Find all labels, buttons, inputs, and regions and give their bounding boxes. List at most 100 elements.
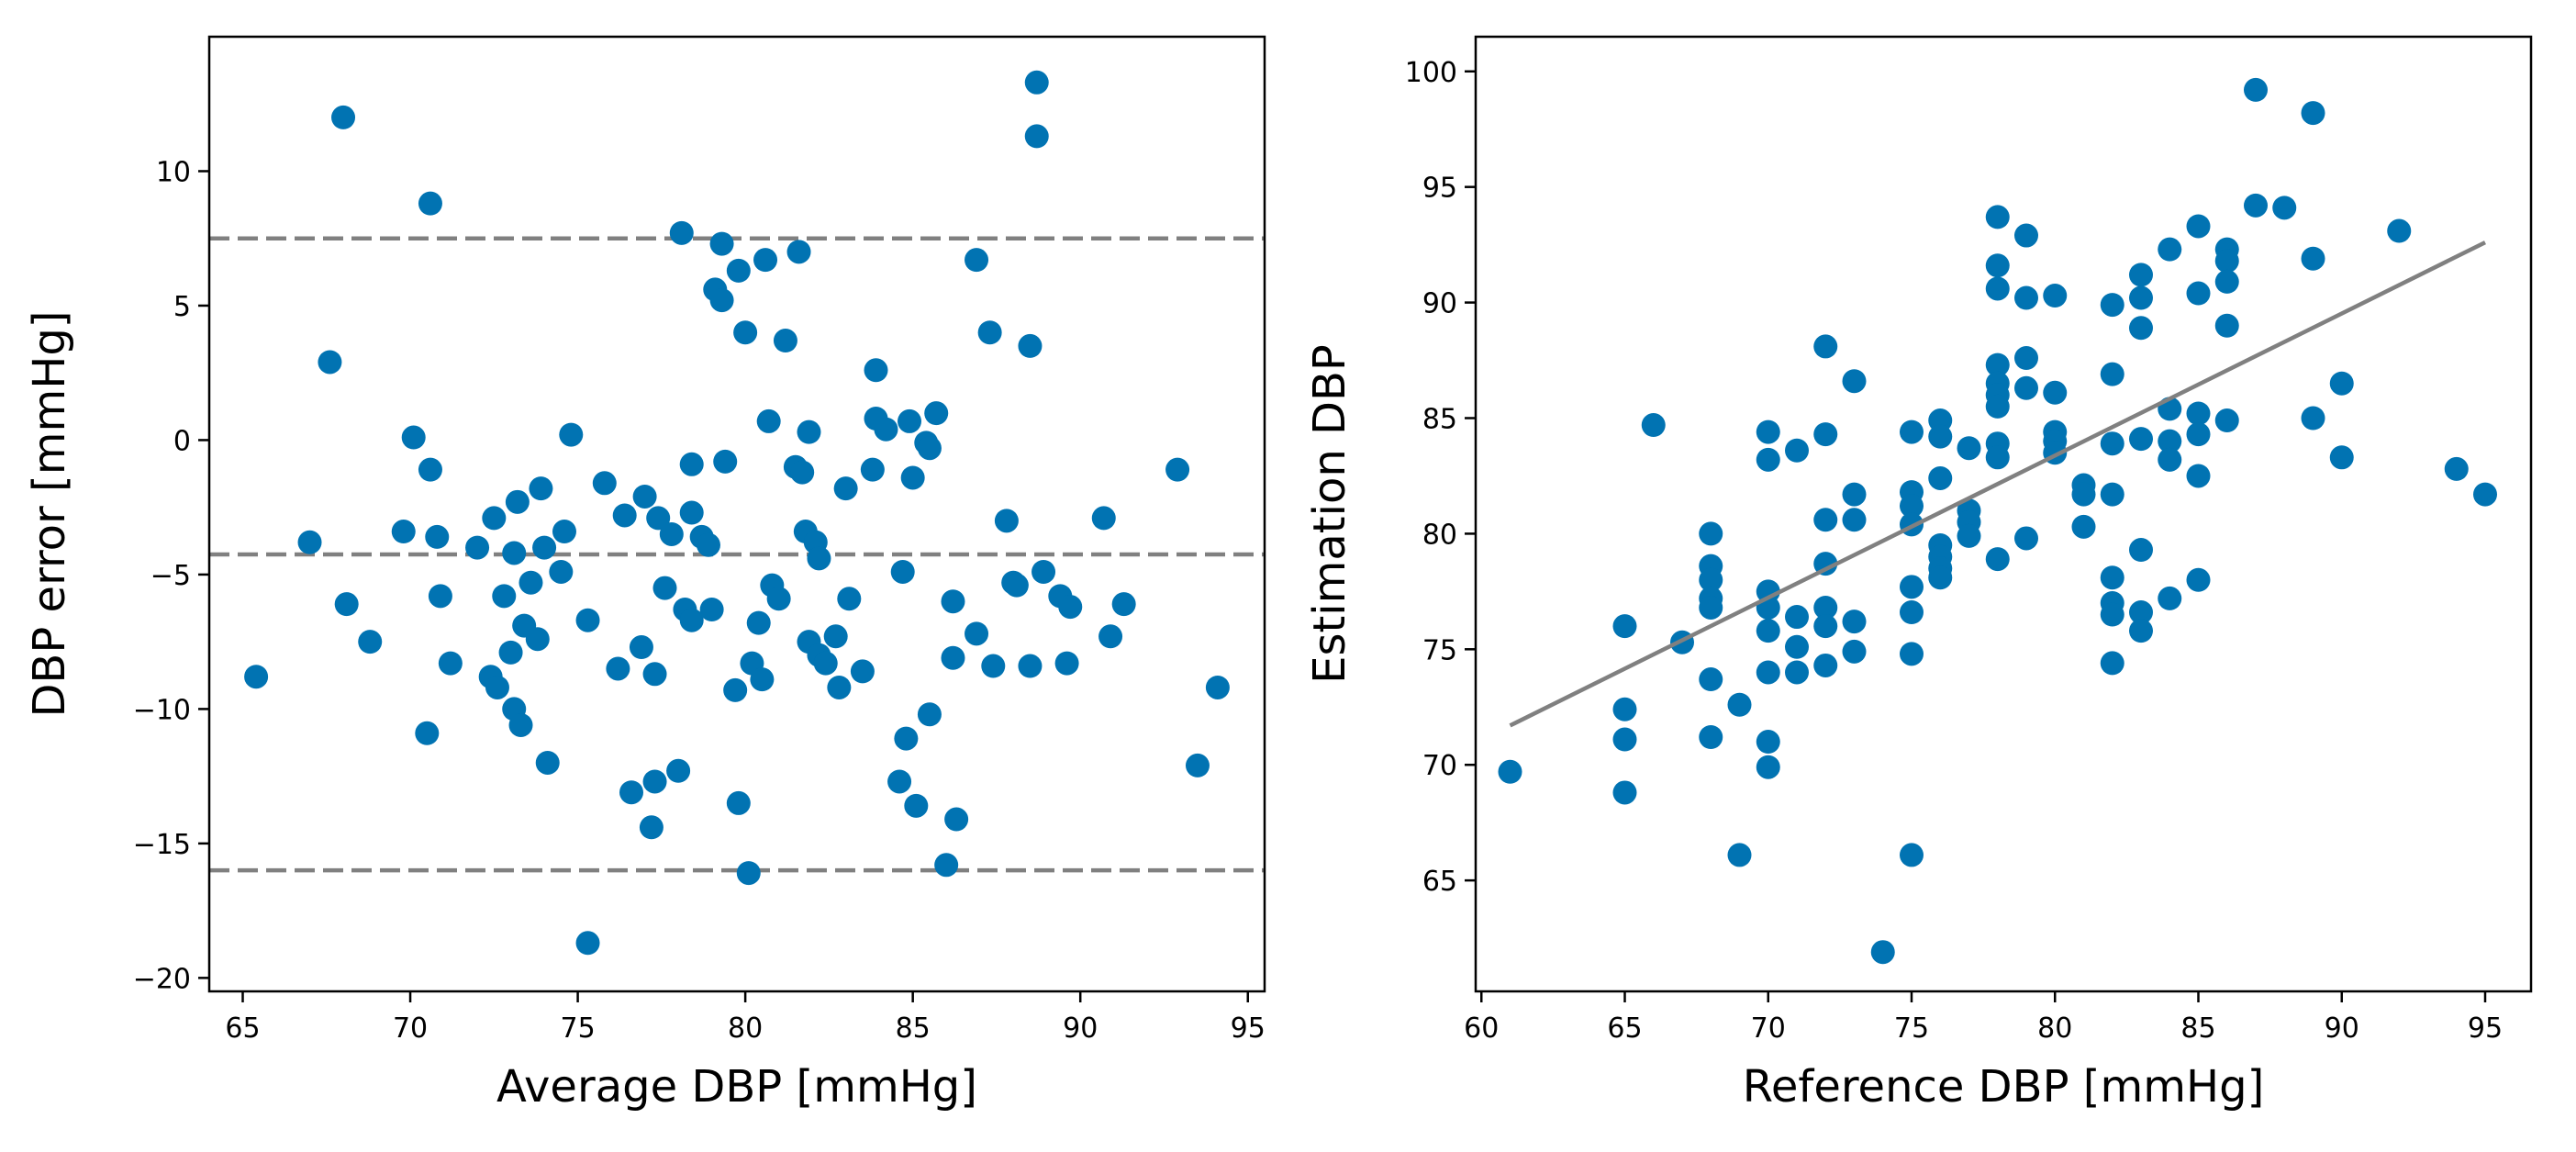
data-point (659, 521, 684, 546)
y-axis-label: DBP error [mmHg] (24, 310, 75, 717)
data-point (2444, 456, 2469, 481)
y-tick-label: 95 (1422, 173, 1457, 205)
data-point (898, 408, 922, 433)
data-point (2043, 380, 2068, 405)
data-point (2214, 249, 2239, 274)
data-point (2071, 482, 2096, 507)
correlation-plot: 60 65 70 75 80 85 90 95 65 70 75 80 85 90 95 100 Refere… (1304, 35, 2533, 1113)
data-point (994, 509, 1019, 533)
data-point (2387, 218, 2412, 243)
data-point (391, 520, 416, 544)
data-point (2186, 567, 2211, 592)
x-tick-label: 75 (1894, 1012, 1929, 1045)
data-point (646, 506, 671, 531)
data-point (2100, 602, 2124, 627)
data-point (559, 422, 584, 447)
data-point (736, 861, 761, 886)
data-point (318, 350, 342, 375)
data-point (1900, 843, 1924, 867)
data-point (2301, 246, 2325, 271)
data-point (552, 520, 576, 544)
data-point (2158, 586, 2182, 610)
data-point (786, 240, 811, 264)
data-point (2100, 565, 2124, 590)
y-tick-label: 85 (1422, 403, 1457, 435)
data-point (465, 535, 490, 560)
data-point (726, 258, 751, 283)
x-tick-label: 95 (1231, 1012, 1266, 1045)
data-point (1498, 759, 1522, 784)
data-point (696, 532, 720, 557)
data-point (2186, 464, 2211, 488)
data-point (1985, 205, 2010, 229)
data-point (709, 288, 734, 313)
data-point (965, 621, 989, 646)
data-point (679, 608, 704, 632)
chart-marks (1498, 77, 2497, 965)
data-point (1699, 595, 1723, 620)
data-point (1756, 419, 1780, 444)
data-point (679, 500, 704, 525)
data-point (297, 530, 322, 554)
data-point (519, 570, 543, 595)
y-tick-label: 90 (1422, 288, 1457, 320)
data-point (1024, 70, 1049, 95)
data-point (864, 358, 888, 383)
data-point (965, 248, 989, 273)
x-tick-label: 65 (225, 1012, 260, 1045)
data-point (2014, 285, 2038, 310)
data-point (1813, 334, 1838, 359)
data-point (1756, 755, 1780, 779)
data-point (1785, 634, 1809, 659)
data-point (1032, 559, 1056, 584)
data-point (2100, 431, 2124, 456)
data-point (508, 712, 533, 737)
data-point (1098, 624, 1123, 649)
x-tick-label: 75 (560, 1012, 595, 1045)
data-point (1612, 727, 1637, 752)
data-point (679, 452, 704, 476)
data-point (709, 231, 734, 256)
x-tick-label: 65 (1607, 1012, 1642, 1045)
data-point (1900, 419, 1924, 444)
plot-frame (1474, 35, 2533, 993)
data-point (890, 559, 915, 584)
data-point (549, 559, 574, 584)
y-axis-label: Estimation DBP (1304, 344, 1355, 684)
data-point (1842, 639, 1867, 664)
plot-frame (207, 35, 1266, 993)
data-point (773, 329, 797, 353)
data-point (1699, 567, 1723, 592)
data-point (924, 401, 949, 426)
data-point (418, 457, 442, 482)
data-point (642, 769, 667, 794)
data-point (629, 635, 653, 660)
data-point (2129, 263, 2153, 287)
data-point (823, 624, 848, 649)
data-point (894, 726, 919, 751)
x-tick-label: 90 (1063, 1012, 1098, 1045)
data-point (2186, 281, 2211, 306)
data-point (1727, 692, 1752, 717)
data-point (606, 656, 630, 681)
data-point (639, 815, 664, 840)
data-point (807, 546, 831, 571)
data-point (358, 630, 383, 654)
data-point (2186, 422, 2211, 447)
data-point (331, 105, 356, 129)
data-point (2100, 362, 2124, 386)
data-point (904, 793, 929, 818)
data-point (482, 506, 507, 531)
data-point (1813, 552, 1838, 576)
data-point (753, 248, 778, 273)
y-tick-label: 65 (1422, 866, 1457, 898)
data-point (1928, 465, 1953, 490)
x-tick-label: 85 (2180, 1012, 2215, 1045)
data-point (1928, 424, 1953, 449)
data-point (1165, 457, 1190, 482)
data-point (1985, 276, 2010, 301)
data-point (1612, 780, 1637, 805)
data-point (525, 627, 550, 652)
data-point (1058, 595, 1083, 620)
